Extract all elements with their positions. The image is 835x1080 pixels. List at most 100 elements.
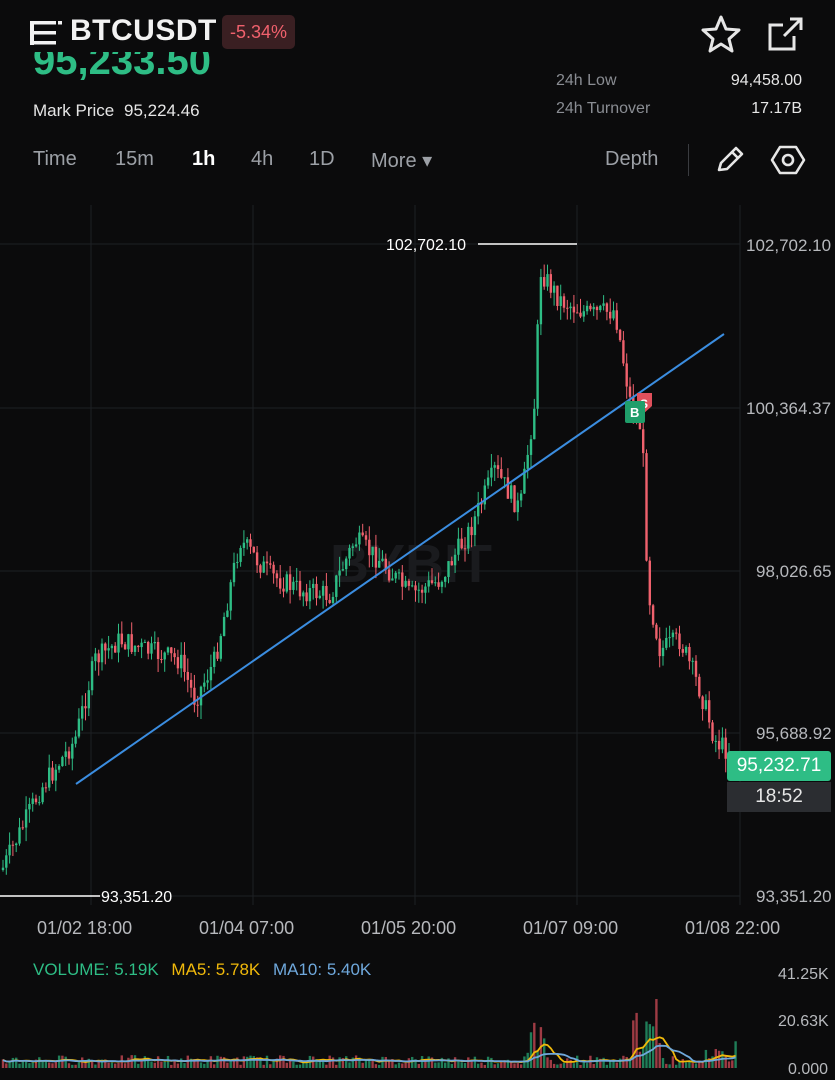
candle-body (265, 561, 269, 564)
volume-bar (28, 1063, 31, 1068)
candle-body (275, 573, 279, 579)
volume-bar (206, 1060, 209, 1068)
candle-body (308, 588, 312, 602)
volume-bar (285, 1062, 288, 1068)
share-icon[interactable] (764, 14, 806, 54)
candle-body (269, 563, 272, 565)
candle-body (589, 305, 592, 310)
candle-body (694, 660, 698, 677)
candle-body (477, 503, 480, 517)
candle-body (222, 616, 226, 637)
tab-15m[interactable]: 15m (115, 148, 154, 170)
volume-bar (143, 1056, 147, 1068)
tab-more[interactable]: More ▾ (371, 150, 433, 172)
volume-bar (655, 999, 658, 1068)
candle-body (440, 581, 444, 587)
volume-chart[interactable]: 41.25K 20.63K 0.000 (0, 965, 835, 1080)
candle-body (368, 539, 371, 556)
volume-bar (651, 1026, 655, 1068)
ma5-value: MA5: 5.78K (171, 960, 261, 979)
chart-grid (0, 205, 741, 905)
volume-bar (140, 1058, 143, 1068)
candle-body (219, 636, 222, 659)
volume-bar (305, 1061, 308, 1068)
volume-bar (609, 1060, 612, 1068)
candle-body (526, 454, 529, 469)
candle-body (236, 561, 239, 563)
volume-bar (453, 1057, 457, 1068)
star-icon[interactable] (700, 14, 742, 54)
candle-body (38, 802, 41, 804)
menu-icon[interactable] (30, 18, 64, 48)
candle-body (407, 580, 411, 586)
candle-body (447, 561, 450, 577)
candle-body (54, 769, 57, 781)
volume-bar (41, 1060, 44, 1068)
candle-body (282, 588, 285, 592)
candle-body (315, 583, 318, 599)
candlestick-chart[interactable]: BYBIT 102,702.10 93,351.20 S B 102,702.1… (0, 205, 835, 950)
candle-body (163, 652, 166, 660)
volume-value: VOLUME: 5.19K (33, 960, 159, 979)
candle-body (724, 737, 727, 759)
candle-body (305, 592, 308, 602)
candle-body (325, 585, 328, 600)
volume-bar (338, 1057, 341, 1068)
trend-line[interactable] (75, 333, 725, 785)
candle-body (24, 809, 28, 828)
volume-bars (1, 999, 737, 1068)
volume-bar (394, 1064, 397, 1068)
candle-body (255, 552, 259, 566)
candle-body (457, 538, 460, 555)
volume-bar (259, 1059, 262, 1068)
volume-bar (638, 1051, 642, 1068)
candle-body (612, 310, 615, 319)
volume-bar (232, 1058, 236, 1068)
candle-body (107, 648, 110, 651)
candle-body (285, 574, 288, 592)
volume-bar (378, 1064, 381, 1068)
symbol-title[interactable]: BTCUSDT (70, 14, 217, 47)
candle-body (556, 285, 559, 306)
volume-bar (279, 1055, 282, 1068)
volume-bar (298, 1064, 302, 1068)
volume-bar (183, 1063, 186, 1068)
price-axis-label: 98,026.65 (756, 562, 832, 581)
volume-bar (618, 1058, 622, 1068)
tab-1h[interactable]: 1h (192, 148, 216, 170)
volume-bar (269, 1064, 272, 1068)
buy-sell-markers[interactable]: S B (625, 393, 652, 423)
candle-body (71, 743, 74, 759)
pencil-icon[interactable] (713, 144, 747, 176)
volume-bar (24, 1060, 28, 1068)
candle-body (523, 468, 526, 494)
stat-24h-turnover-label: 24h Turnover (556, 100, 651, 117)
volume-bar (166, 1055, 170, 1068)
volume-bar (684, 1062, 688, 1068)
tab-time[interactable]: Time (33, 148, 77, 170)
tab-1d[interactable]: 1D (309, 148, 335, 170)
price-axis-label: 102,702.10 (746, 236, 831, 255)
volume-bar (71, 1064, 74, 1068)
settings-icon[interactable] (770, 144, 806, 176)
tab-depth[interactable]: Depth (605, 148, 659, 170)
candle-countdown: 18:52 (727, 782, 831, 812)
volume-bar (566, 1058, 569, 1068)
volume-bar (312, 1056, 315, 1068)
candle-body (411, 585, 414, 587)
candle-body (562, 296, 566, 308)
volume-bar (480, 1062, 483, 1068)
candle-body (117, 633, 120, 653)
volume-bar (543, 1038, 546, 1068)
candle-body (28, 803, 31, 810)
candle-body (84, 706, 87, 709)
volume-bar (137, 1063, 140, 1068)
volume-bar (282, 1055, 285, 1068)
candle-body (186, 671, 189, 680)
candle-body (232, 562, 236, 583)
candle-body (510, 485, 513, 499)
volume-bar (411, 1056, 414, 1068)
volume-bar (506, 1059, 510, 1068)
tab-4h[interactable]: 4h (251, 148, 274, 170)
candle-body (576, 312, 579, 314)
